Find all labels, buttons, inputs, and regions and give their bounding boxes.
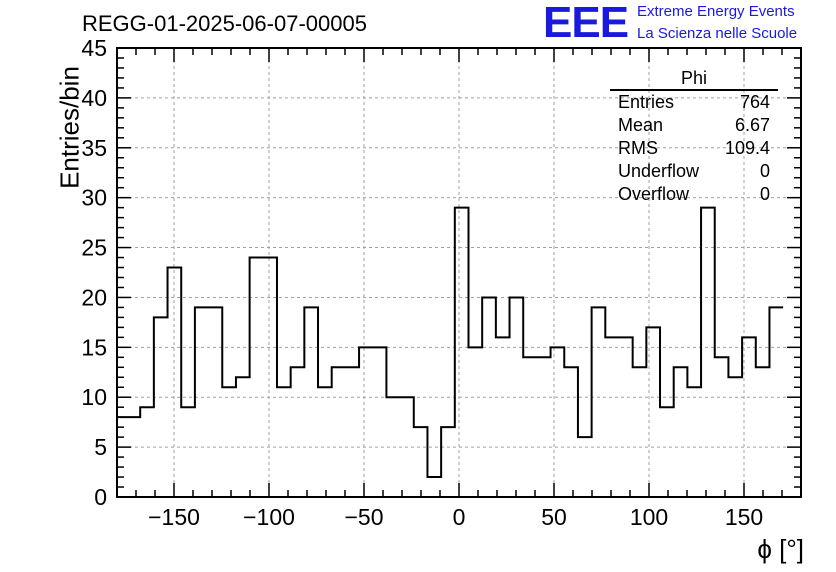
stats-value: 0 bbox=[759, 184, 770, 204]
histogram-bin bbox=[537, 357, 551, 497]
y-tick-label: 40 bbox=[81, 85, 107, 111]
histogram-bin bbox=[523, 357, 537, 497]
stats-label: Entries bbox=[618, 92, 675, 112]
histogram-bin bbox=[441, 427, 455, 497]
histogram-series bbox=[117, 206, 784, 497]
histogram-bin bbox=[510, 297, 524, 497]
histogram-bin bbox=[140, 407, 154, 497]
stats-label: Underflow bbox=[618, 161, 700, 181]
histogram-bin bbox=[619, 337, 633, 497]
histogram-bin bbox=[222, 387, 236, 497]
stats-row-overflow: Overflow 0 bbox=[610, 183, 778, 206]
stats-row-rms: RMS 109.4 bbox=[610, 137, 778, 160]
x-tick-label: 100 bbox=[630, 504, 668, 530]
x-tick-label: −100 bbox=[243, 504, 295, 530]
y-tick-label: 25 bbox=[81, 235, 107, 261]
histogram-bin bbox=[386, 397, 400, 497]
eee-logo: EEE bbox=[543, 0, 629, 47]
histogram-bin bbox=[304, 307, 318, 497]
histogram-bin bbox=[277, 387, 291, 497]
stats-value: 109.4 bbox=[724, 138, 770, 158]
histogram-bin bbox=[414, 427, 428, 497]
histogram-bin bbox=[728, 377, 742, 497]
histogram-bin bbox=[318, 387, 332, 497]
histogram-bin bbox=[605, 337, 619, 497]
histogram-bin bbox=[715, 357, 729, 497]
org-name-line2: La Scienza nelle Scuole bbox=[637, 25, 798, 42]
histogram-bin bbox=[592, 307, 606, 497]
histogram-bin bbox=[496, 337, 510, 497]
histogram-bin bbox=[168, 268, 182, 497]
histogram-bin bbox=[455, 208, 469, 497]
histogram-bin bbox=[564, 367, 578, 497]
histogram-bin bbox=[769, 307, 783, 497]
stats-value: 6.67 bbox=[734, 115, 770, 135]
grid-lines bbox=[117, 47, 801, 497]
stats-label: RMS bbox=[618, 138, 658, 158]
x-axis-label: ϕ [°] bbox=[757, 534, 804, 564]
histogram-bin bbox=[195, 307, 209, 497]
y-tick-label: 20 bbox=[81, 284, 107, 310]
histogram-bin bbox=[154, 317, 168, 497]
histogram-bin bbox=[756, 367, 770, 497]
histogram-bin bbox=[578, 437, 592, 497]
y-tick-label: 5 bbox=[94, 434, 107, 460]
histogram-bin bbox=[674, 367, 688, 497]
histogram-bin bbox=[633, 367, 647, 497]
histogram-bin bbox=[469, 347, 483, 497]
y-tick-label: 0 bbox=[94, 484, 107, 510]
x-tick-label: 0 bbox=[453, 504, 466, 530]
histogram-bin bbox=[359, 347, 373, 497]
stats-title: Phi bbox=[610, 68, 778, 91]
stats-row-entries: Entries 764 bbox=[610, 91, 778, 114]
stats-row-mean: Mean 6.67 bbox=[610, 114, 778, 137]
x-tick-label: 150 bbox=[725, 504, 763, 530]
y-tick-label: 15 bbox=[81, 334, 107, 360]
histogram-bin bbox=[250, 258, 264, 497]
stats-label: Mean bbox=[618, 115, 664, 135]
histogram-bin bbox=[551, 347, 565, 497]
histogram-bin bbox=[263, 258, 277, 497]
histogram-bin bbox=[236, 377, 250, 497]
histogram-bin bbox=[646, 327, 660, 497]
histogram-outline bbox=[117, 206, 784, 479]
y-tick-label: 35 bbox=[81, 135, 107, 161]
y-tick-label: 10 bbox=[81, 384, 107, 410]
histogram-bin bbox=[660, 407, 674, 497]
histogram-bin bbox=[291, 367, 305, 497]
histogram-bin bbox=[373, 347, 387, 497]
x-tick-label: 50 bbox=[541, 504, 567, 530]
histogram-bin bbox=[345, 367, 359, 497]
stats-box: Phi Entries 764 Mean 6.67 RMS 109.4 Unde… bbox=[610, 68, 778, 206]
stats-value: 764 bbox=[739, 92, 770, 112]
histogram-bin bbox=[427, 477, 441, 497]
histogram-bin bbox=[687, 387, 701, 497]
histogram-bin bbox=[742, 337, 756, 497]
axes: 0 5 10 15 20 25 30 35 40 45 −150 −100 −50 0 50 100 150 bbox=[81, 35, 802, 530]
org-name-line1: Extreme Energy Events bbox=[637, 3, 795, 20]
histogram-bin bbox=[209, 307, 223, 497]
histogram-bin bbox=[181, 407, 195, 497]
y-tick-label: 45 bbox=[81, 35, 107, 61]
stats-row-underflow: Underflow 0 bbox=[610, 160, 778, 183]
stats-label: Overflow bbox=[618, 184, 690, 204]
histogram-bin bbox=[701, 208, 715, 497]
histogram-bin bbox=[482, 297, 496, 497]
chart-title: REGG-01-2025-06-07-00005 bbox=[82, 11, 367, 36]
y-tick-label: 30 bbox=[81, 185, 107, 211]
x-tick-label: −50 bbox=[344, 504, 383, 530]
histogram-bin bbox=[400, 397, 414, 497]
x-tick-label: −150 bbox=[148, 504, 200, 530]
histogram-bin bbox=[332, 367, 346, 497]
stats-value: 0 bbox=[759, 161, 770, 181]
y-axis-label: Entries/bin bbox=[54, 66, 85, 189]
